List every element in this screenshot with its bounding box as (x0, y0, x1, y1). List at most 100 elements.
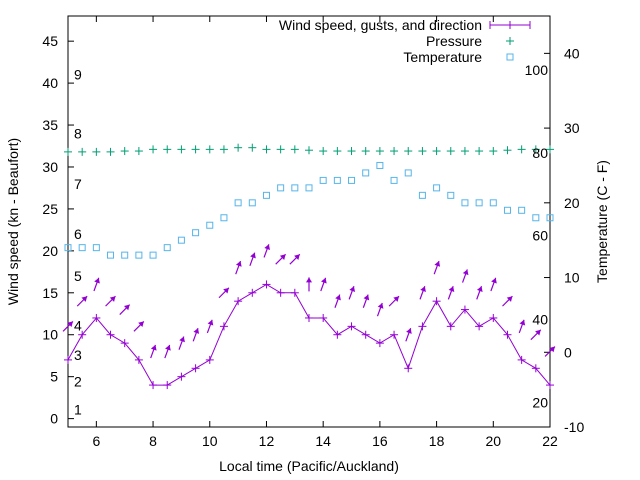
beaufort-label: 4 (74, 318, 82, 334)
wind-speed-point (460, 305, 469, 314)
legend-label: Temperature (403, 49, 482, 65)
temperature-point (489, 199, 497, 207)
wind-speed-point (134, 355, 143, 364)
temperature-point (348, 176, 356, 184)
gust-arrow (206, 319, 214, 334)
temperature-point (107, 251, 115, 259)
gust-arrow (235, 260, 242, 275)
y-left-tick-label: 25 (42, 201, 58, 217)
temperature-point (206, 221, 214, 229)
pressure-point (205, 145, 214, 154)
wind-speed-point (517, 355, 526, 364)
pressure-point (305, 146, 313, 155)
x-tick-label: 18 (429, 433, 445, 449)
temperature-series (64, 161, 554, 259)
wind-speed-point (305, 313, 313, 322)
temperature-point (78, 244, 86, 252)
wind-speed-point (64, 355, 72, 364)
beaufort-label: 1 (74, 401, 82, 417)
gust-arrow (334, 294, 341, 308)
wind-speed-point (475, 322, 484, 331)
pressure-point (78, 147, 87, 156)
temperature-point (135, 251, 143, 259)
pressure-point (290, 145, 299, 154)
x-tick-label: 8 (149, 433, 157, 449)
pressure-point (64, 147, 72, 156)
y-right-tick-label: 40 (564, 45, 580, 61)
gust-arrow (275, 253, 287, 265)
temperature-point (433, 184, 441, 192)
pressure-point (191, 145, 200, 154)
pressure-point (92, 147, 101, 156)
wind-speed-point (361, 330, 370, 339)
wind-speed-point (262, 280, 271, 289)
y-left-tick-label: 5 (50, 369, 58, 385)
legend-swatch-pressure (506, 37, 514, 45)
gust-arrow (476, 286, 483, 300)
gust-arrow (544, 346, 556, 357)
y-right-axis-title: Temperature (C - F) (594, 160, 610, 283)
temperature-point (64, 244, 72, 252)
pressure-point (262, 145, 271, 154)
temperature-point (319, 176, 327, 184)
wind-speed-point (347, 322, 356, 331)
temperature-point (503, 206, 511, 214)
gust-arrow (348, 286, 356, 300)
gust-arrows (62, 244, 556, 359)
temperature-point (518, 206, 526, 214)
y-left-tick-label: 45 (42, 33, 58, 49)
gust-arrow (433, 260, 441, 275)
pressure-point (106, 147, 115, 156)
gust-arrow (419, 286, 426, 300)
pressure-point (517, 145, 526, 154)
pressure-point (475, 147, 484, 156)
gust-arrow (105, 295, 116, 307)
gust-arrow (490, 277, 497, 292)
pressure-point (489, 147, 498, 156)
gust-arrow (119, 304, 131, 315)
x-axis-title: Local time (Pacific/Auckland) (219, 458, 399, 474)
temperature-point (362, 169, 370, 177)
temperature-point (546, 214, 554, 222)
pressure-point (333, 147, 342, 156)
wind-speed-point (191, 364, 200, 373)
fahrenheit-label: 60 (532, 228, 548, 244)
pressure-point (163, 145, 172, 154)
beaufort-label: 7 (74, 176, 82, 192)
temperature-point (220, 214, 228, 222)
wind-speed-point (177, 372, 186, 381)
y-left-tick-label: 30 (42, 159, 58, 175)
gust-arrow (362, 294, 370, 308)
series-layer (62, 143, 556, 390)
wind-speed-point (234, 297, 243, 306)
gust-arrow (249, 252, 256, 267)
gust-arrow (447, 286, 455, 300)
y-right-tick-label: -10 (564, 419, 584, 435)
wind-speed-point (205, 355, 214, 364)
wind-speed-point (163, 381, 172, 390)
gust-arrow (388, 295, 400, 307)
fahrenheit-label: 40 (532, 311, 548, 327)
y-right-tick-label: 30 (564, 120, 580, 136)
pressure-point (531, 145, 540, 154)
temperature-point (163, 244, 171, 252)
temperature-point (121, 251, 129, 259)
gust-arrow (164, 344, 171, 359)
wind-speed-point (149, 381, 158, 390)
wind-speed-point (219, 322, 228, 331)
temperature-point (447, 191, 455, 199)
pressure-point (446, 147, 455, 156)
pressure-point (248, 143, 257, 152)
fahrenheit-label: 80 (532, 145, 548, 161)
fahrenheit-label: 100 (525, 62, 549, 78)
axes-frame (67, 15, 551, 428)
pressure-point (460, 147, 469, 156)
beaufort-label: 3 (74, 347, 82, 363)
beaufort-label: 6 (74, 226, 82, 242)
pressure-point (177, 145, 186, 154)
pressure-point (375, 147, 384, 156)
legend-swatch-temperature (506, 53, 514, 61)
gust-arrow (306, 277, 312, 292)
y-left-tick-label: 10 (42, 327, 58, 343)
